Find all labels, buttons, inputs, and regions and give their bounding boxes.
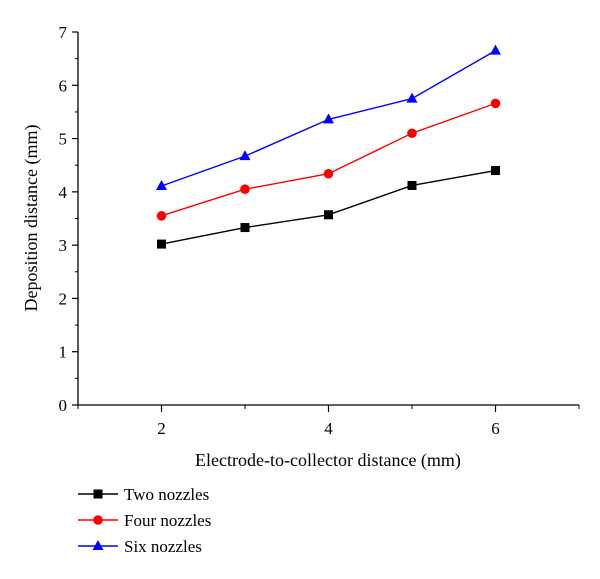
y-tick-label: 0 — [59, 396, 68, 415]
series-four-nozzles — [156, 98, 501, 221]
data-point — [157, 239, 166, 249]
x-tick-label: 4 — [324, 419, 333, 438]
legend-marker — [92, 540, 104, 550]
legend-marker — [93, 515, 103, 525]
y-tick-label: 7 — [59, 23, 68, 42]
y-tick-label: 2 — [59, 289, 68, 308]
x-axis-title: Electrode-to-collector distance (mm) — [195, 450, 461, 471]
y-tick-label: 5 — [59, 130, 68, 149]
legend: Two nozzles Four nozzles Six nozzles — [78, 485, 211, 556]
series-line — [161, 169, 496, 245]
data-point — [491, 166, 500, 176]
legend-marker — [93, 489, 103, 499]
legend-label: Four nozzles — [124, 511, 211, 530]
series-two-nozzles — [157, 166, 500, 249]
y-tick-label: 3 — [59, 236, 68, 255]
legend-item: Two nozzles — [78, 485, 209, 504]
legend-item: Six nozzles — [78, 537, 202, 556]
data-point — [324, 210, 333, 220]
data-point — [156, 211, 167, 221]
data-point — [240, 184, 250, 194]
series-layer — [156, 44, 501, 249]
series-six-nozzles — [156, 44, 501, 190]
x-tick-label: 2 — [157, 419, 166, 438]
x-tick-label: 6 — [491, 419, 500, 438]
legend-item: Four nozzles — [78, 511, 211, 530]
data-point — [407, 180, 417, 190]
data-point — [406, 92, 418, 103]
y-tick-label: 4 — [59, 183, 68, 202]
data-point — [156, 179, 167, 190]
y-axis-title: Deposition distance (mm) — [21, 125, 42, 312]
legend-label: Two nozzles — [124, 485, 209, 504]
data-point — [239, 150, 251, 161]
data-point — [240, 223, 250, 233]
y-tick-label: 1 — [59, 343, 68, 362]
y-tick-label: 6 — [59, 76, 68, 95]
axes: 0 1 2 3 4 5 6 7 2 4 6 — [59, 23, 580, 438]
data-point — [490, 98, 501, 109]
legend-label: Six nozzles — [124, 537, 202, 556]
data-point — [323, 113, 334, 124]
data-point — [407, 128, 417, 139]
data-point — [323, 168, 334, 179]
data-point — [490, 44, 501, 55]
